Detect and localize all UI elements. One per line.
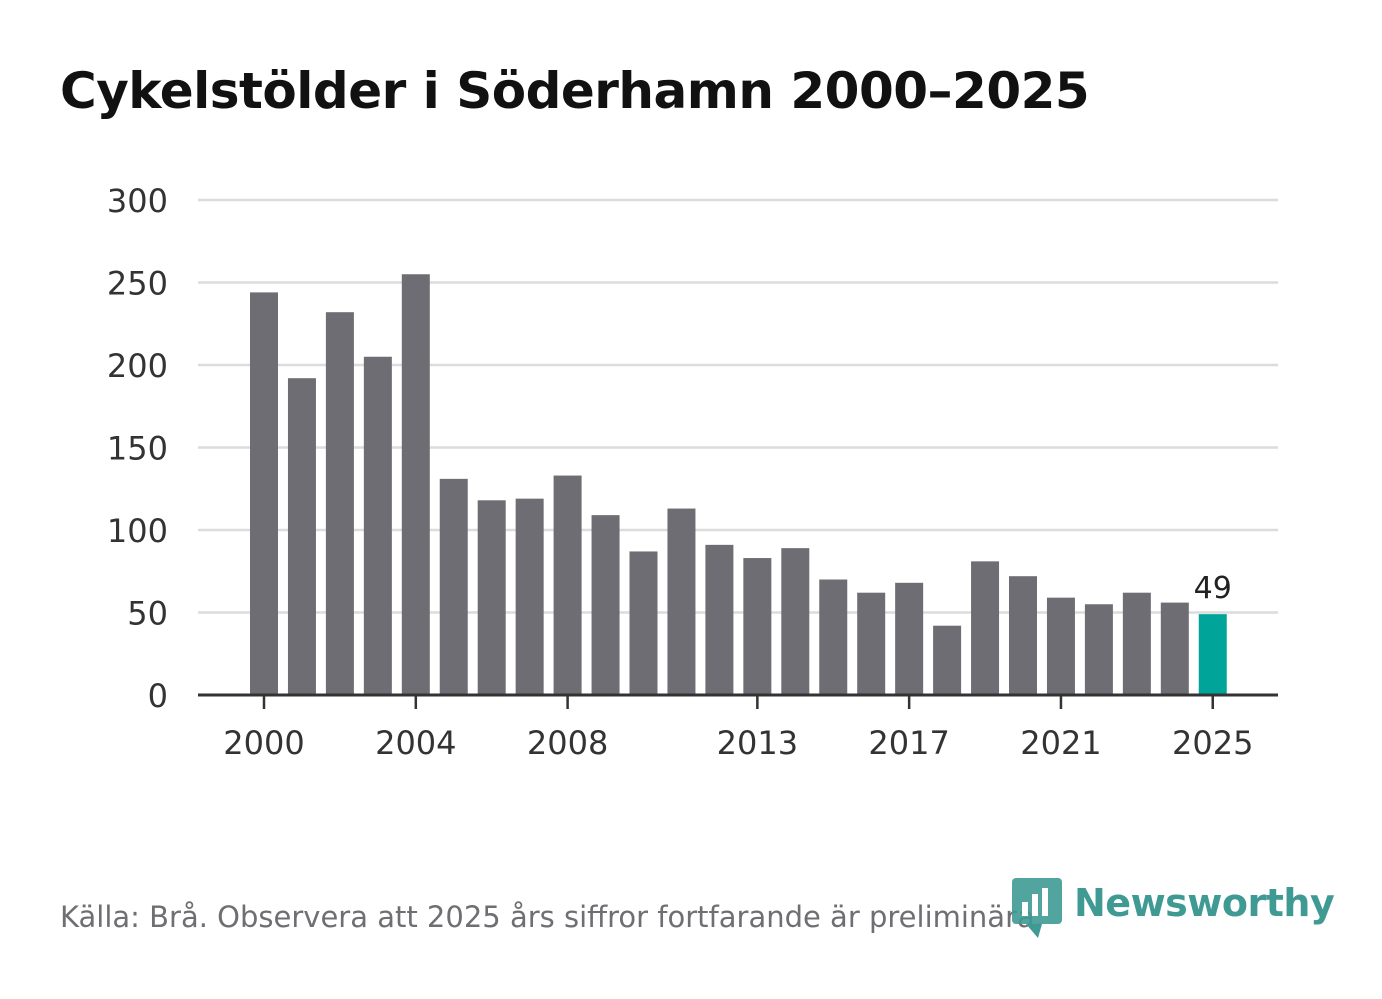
x-tick-label: 2008 bbox=[527, 724, 608, 762]
bar-2008 bbox=[553, 475, 582, 695]
bar-2014 bbox=[781, 548, 810, 695]
brand-logo[interactable]: Newsworthy bbox=[1012, 878, 1335, 938]
y-tick-label: 0 bbox=[148, 677, 168, 715]
bar-2023 bbox=[1122, 592, 1151, 695]
bar-2021 bbox=[1046, 597, 1075, 695]
bar-2017 bbox=[895, 582, 924, 695]
y-tick-label: 300 bbox=[107, 182, 168, 220]
bar-2016 bbox=[857, 592, 886, 695]
brand-name: Newsworthy bbox=[1074, 881, 1335, 925]
bar-2006 bbox=[477, 500, 506, 695]
x-tick-label: 2021 bbox=[1020, 724, 1101, 762]
data-labels: 49 bbox=[1194, 571, 1232, 606]
bar-2019 bbox=[971, 561, 1000, 695]
chart-title: Cykelstölder i Söderhamn 2000–2025 bbox=[60, 62, 1090, 120]
y-tick-label: 200 bbox=[107, 347, 168, 385]
x-tick-label: 2017 bbox=[868, 724, 949, 762]
bar-2013 bbox=[743, 558, 772, 695]
x-axis-tick-labels: 2000 2004 2008 2013 2017 2021 2025 bbox=[223, 724, 1253, 762]
bar-2020 bbox=[1009, 576, 1037, 695]
bar-2025 bbox=[1198, 614, 1227, 695]
y-tick-label: 100 bbox=[107, 512, 168, 550]
bar-2004 bbox=[401, 274, 430, 695]
newsworthy-logo-icon bbox=[1012, 878, 1062, 938]
y-tick-label: 150 bbox=[107, 430, 168, 468]
y-tick-label: 50 bbox=[127, 595, 168, 633]
bars bbox=[250, 274, 1227, 695]
bar-2011 bbox=[667, 508, 696, 695]
y-axis-tick-labels: 0 50 100 150 200 250 300 bbox=[107, 182, 168, 715]
y-tick-label: 250 bbox=[107, 265, 168, 303]
x-tick-label: 2025 bbox=[1172, 724, 1253, 762]
bar-2003 bbox=[363, 356, 392, 695]
bar-2018 bbox=[933, 625, 962, 695]
bar-2000 bbox=[250, 292, 278, 695]
bar-2015 bbox=[819, 579, 848, 695]
bar-2001 bbox=[287, 378, 316, 695]
x-tick-label: 2004 bbox=[375, 724, 456, 762]
bar-2010 bbox=[629, 551, 658, 695]
bar-2005 bbox=[439, 478, 468, 695]
x-tick-label: 2000 bbox=[223, 724, 304, 762]
bar-2024 bbox=[1160, 602, 1189, 695]
bar-2007 bbox=[515, 498, 544, 695]
x-tick-label: 2013 bbox=[717, 724, 798, 762]
gridlines bbox=[198, 198, 1278, 614]
bar-2012 bbox=[705, 544, 734, 695]
bar-2002 bbox=[325, 312, 354, 695]
x-axis bbox=[198, 693, 1278, 709]
bar-2022 bbox=[1084, 604, 1113, 695]
data-label-2025: 49 bbox=[1194, 571, 1232, 606]
bar-2009 bbox=[591, 515, 620, 695]
source-note: Källa: Brå. Observera att 2025 års siffr… bbox=[60, 900, 1044, 934]
